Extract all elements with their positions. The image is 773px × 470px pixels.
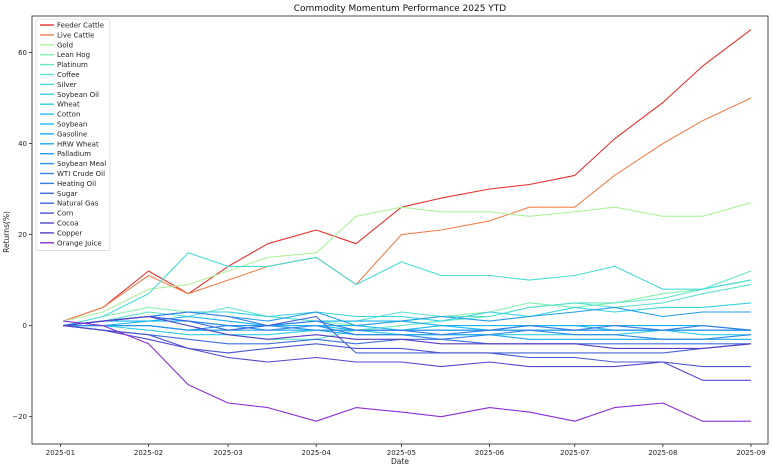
legend-label-2: Gold	[57, 41, 73, 49]
x-axis-label: Date	[391, 457, 409, 466]
y-tick-label-2: 20	[18, 231, 27, 239]
series-line-5	[63, 284, 752, 327]
legend-label-1: Live Cattle	[57, 31, 94, 39]
x-axis: 2025-01 2025-02 2025-03 2025-04 2025-05 2025-…	[46, 444, 766, 457]
x-tick-label-7: 2025-08	[648, 449, 677, 457]
series-line-22	[63, 320, 751, 422]
x-tick-label-2: 2025-03	[213, 449, 242, 457]
legend-label-22: Orange Juice	[57, 239, 102, 247]
legend-label-14: Soybean Meal	[57, 160, 106, 168]
x-tick-label-8: 2025-09	[736, 449, 765, 457]
legend-label-8: Wheat	[57, 101, 80, 109]
x-tick-label-4: 2025-05	[387, 449, 416, 457]
y-axis: −20 0 20 40 60	[12, 49, 32, 421]
series-line-18	[63, 315, 751, 354]
series-group	[63, 29, 752, 422]
y-tick-label-4: 60	[18, 49, 27, 57]
x-tick-label-6: 2025-07	[560, 449, 589, 457]
legend-label-0: Feeder Cattle	[57, 22, 104, 30]
legend-label-12: HRW Wheat	[57, 140, 99, 148]
plot-area	[63, 29, 752, 422]
legend-label-16: Heating Oil	[57, 180, 96, 188]
series-line-1	[63, 97, 752, 322]
x-tick-label-3: 2025-04	[302, 449, 332, 457]
legend-label-7: Soybean Oil	[57, 91, 99, 99]
legend-label-11: Gasoline	[57, 130, 87, 138]
series-line-2	[63, 202, 752, 322]
legend-label-17: Sugar	[57, 190, 78, 198]
plot-frame	[31, 15, 769, 445]
legend-label-4: Platinum	[57, 61, 88, 69]
series-line-16	[63, 311, 751, 336]
y-axis-label: Returns(%)	[2, 211, 11, 253]
legend-label-19: Corn	[57, 210, 73, 218]
x-tick-label-1: 2025-02	[134, 449, 163, 457]
chart-title: Commodity Momentum Performance 2025 YTD	[294, 4, 507, 14]
legend-label-18: Natural Gas	[57, 200, 99, 208]
y-tick-label-1: 0	[23, 322, 27, 330]
series-line-20	[63, 325, 751, 381]
legend-label-9: Cotton	[57, 111, 80, 119]
legend-label-20: Cocoa	[57, 220, 79, 228]
legend-label-5: Coffee	[57, 71, 80, 79]
y-tick-label-3: 40	[18, 140, 27, 148]
legend-label-10: Soybean	[57, 121, 87, 129]
x-tick-label-5: 2025-06	[475, 449, 505, 457]
series-line-6	[63, 252, 752, 327]
legend-box	[35, 18, 111, 251]
y-tick-label-0: −20	[12, 413, 27, 421]
series-line-19	[63, 325, 751, 368]
series-line-21	[63, 315, 751, 349]
legend-label-21: Copper	[57, 229, 82, 237]
legend-label-3: Lean Hog	[57, 51, 90, 59]
legend-label-13: Palladium	[57, 150, 91, 158]
legend-label-15: WTI Crude Oil	[57, 170, 105, 178]
x-tick-label-0: 2025-01	[46, 449, 75, 457]
legend-label-6: Silver	[57, 81, 77, 89]
